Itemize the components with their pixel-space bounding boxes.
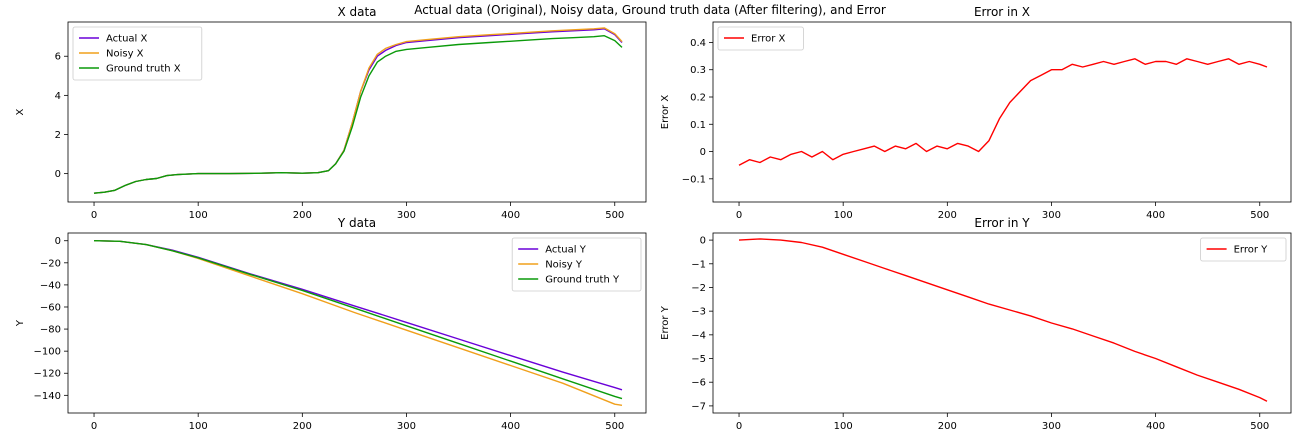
legend-box [1200, 237, 1287, 262]
y-tick-label: 2 [55, 130, 61, 141]
x-tick-label: 100 [834, 210, 853, 221]
chart-title: Error in Y [974, 216, 1030, 230]
chart-title: Y data [337, 216, 376, 230]
chart-y_data: Y data 0 100 200 300 400 500 0 −20 −40 −60 −80 −100 −… [15, 216, 647, 431]
legend-label: Actual X [106, 34, 148, 45]
x-tick-label: 200 [293, 210, 312, 221]
y-tick-label: −2 [691, 283, 706, 294]
y-tick-label: −3 [691, 307, 706, 318]
y-axis-label: Y [15, 319, 26, 327]
chart-title: Error in X [974, 5, 1030, 19]
axes-frame [67, 21, 647, 203]
x-tick-label: 0 [736, 210, 742, 221]
y-tick-label: 6 [55, 52, 61, 63]
x-tick-label: 400 [1146, 421, 1165, 431]
x-tick-label: 400 [501, 421, 520, 431]
y-tick-label: −120 [34, 369, 61, 380]
y-tick-label: −40 [40, 280, 61, 291]
legend-label: Actual Y [545, 245, 587, 256]
chart-title: X data [337, 5, 376, 19]
legend-box [717, 26, 804, 51]
y-tick-label: −0.1 [682, 174, 706, 185]
y-tick-label: −4 [691, 330, 706, 341]
x-tick-label: 500 [1250, 210, 1269, 221]
y-tick-label: −80 [40, 325, 61, 336]
x-tick-label: 0 [91, 421, 97, 431]
legend: Actual X Noisy X Ground truth X [72, 26, 203, 81]
legend-label: Ground truth X [106, 64, 181, 75]
x-tick-label: 300 [397, 210, 416, 221]
x-tick-label: 0 [736, 421, 742, 431]
legend-label: Error X [751, 34, 786, 45]
y-tick-label: 4 [55, 91, 61, 102]
legend-label: Ground truth Y [545, 275, 620, 286]
x-tick-label: 300 [1042, 210, 1061, 221]
x-tick-label: 100 [189, 210, 208, 221]
x-tick-label: 200 [938, 210, 957, 221]
x-tick-label: 200 [938, 421, 957, 431]
chart-error_y: Error in Y 0 100 200 300 400 500 0 −1 −2 −3 −4 −5 −6 −… [660, 216, 1292, 431]
y-tick-label: −60 [40, 302, 61, 313]
y-axis-label: X [15, 108, 26, 115]
y-tick-label: 0 [700, 236, 706, 247]
x-tick-label: 400 [501, 210, 520, 221]
x-tick-label: 300 [397, 421, 416, 431]
y-tick-label: 0.4 [690, 38, 706, 49]
x-tick-label: 500 [605, 210, 624, 221]
x-tick-label: 0 [91, 210, 97, 221]
x-tick-label: 100 [189, 421, 208, 431]
chart-error_x: Error in X 0 100 200 300 400 500 −0.1 0 0.1 0.2 0.3… [660, 5, 1292, 221]
y-tick-label: 0.3 [690, 65, 706, 76]
x-tick-label: 500 [1250, 421, 1269, 431]
y-tick-label: 0 [700, 147, 706, 158]
y-tick-label: −7 [691, 401, 706, 412]
legend-box [511, 237, 642, 292]
legend-label: Error Y [1234, 245, 1269, 256]
x-tick-label: 400 [1146, 210, 1165, 221]
chart-x_data: X data 0 100 200 300 400 500 0 2 4 6 X Actual X Noisy… [15, 5, 647, 221]
legend-box [72, 26, 203, 81]
series-line-ground-truth-y [93, 240, 623, 400]
x-tick-label: 200 [293, 421, 312, 431]
series-line-error-y [738, 238, 1268, 402]
y-tick-label: 0.2 [690, 93, 706, 104]
y-tick-label: −140 [34, 391, 61, 402]
y-tick-label: −6 [691, 378, 706, 389]
y-tick-label: 0.1 [690, 120, 706, 131]
legend: Actual Y Noisy Y Ground truth Y [511, 237, 642, 292]
figure-suptitle: Actual data (Original), Noisy data, Grou… [414, 3, 886, 17]
axes-frame [712, 21, 1292, 203]
y-tick-label: −1 [691, 259, 706, 270]
axes-frame [67, 232, 647, 414]
x-tick-label: 100 [834, 421, 853, 431]
y-tick-label: −100 [34, 347, 61, 358]
y-tick-label: −5 [691, 354, 706, 365]
y-axis-label: Error Y [660, 305, 671, 340]
legend-label: Noisy X [106, 49, 144, 60]
legend: Error X [717, 26, 804, 51]
x-tick-label: 300 [1042, 421, 1061, 431]
y-axis-label: Error X [660, 95, 671, 130]
y-tick-label: 0 [55, 236, 61, 247]
legend: Error Y [1200, 237, 1287, 262]
y-tick-label: −20 [40, 258, 61, 269]
axes-frame [712, 232, 1292, 414]
series-line-ground-truth-x [93, 35, 623, 194]
y-tick-label: 0 [55, 169, 61, 180]
series-line-error-x [738, 58, 1268, 166]
legend-label: Noisy Y [545, 260, 583, 271]
x-tick-label: 500 [605, 421, 624, 431]
